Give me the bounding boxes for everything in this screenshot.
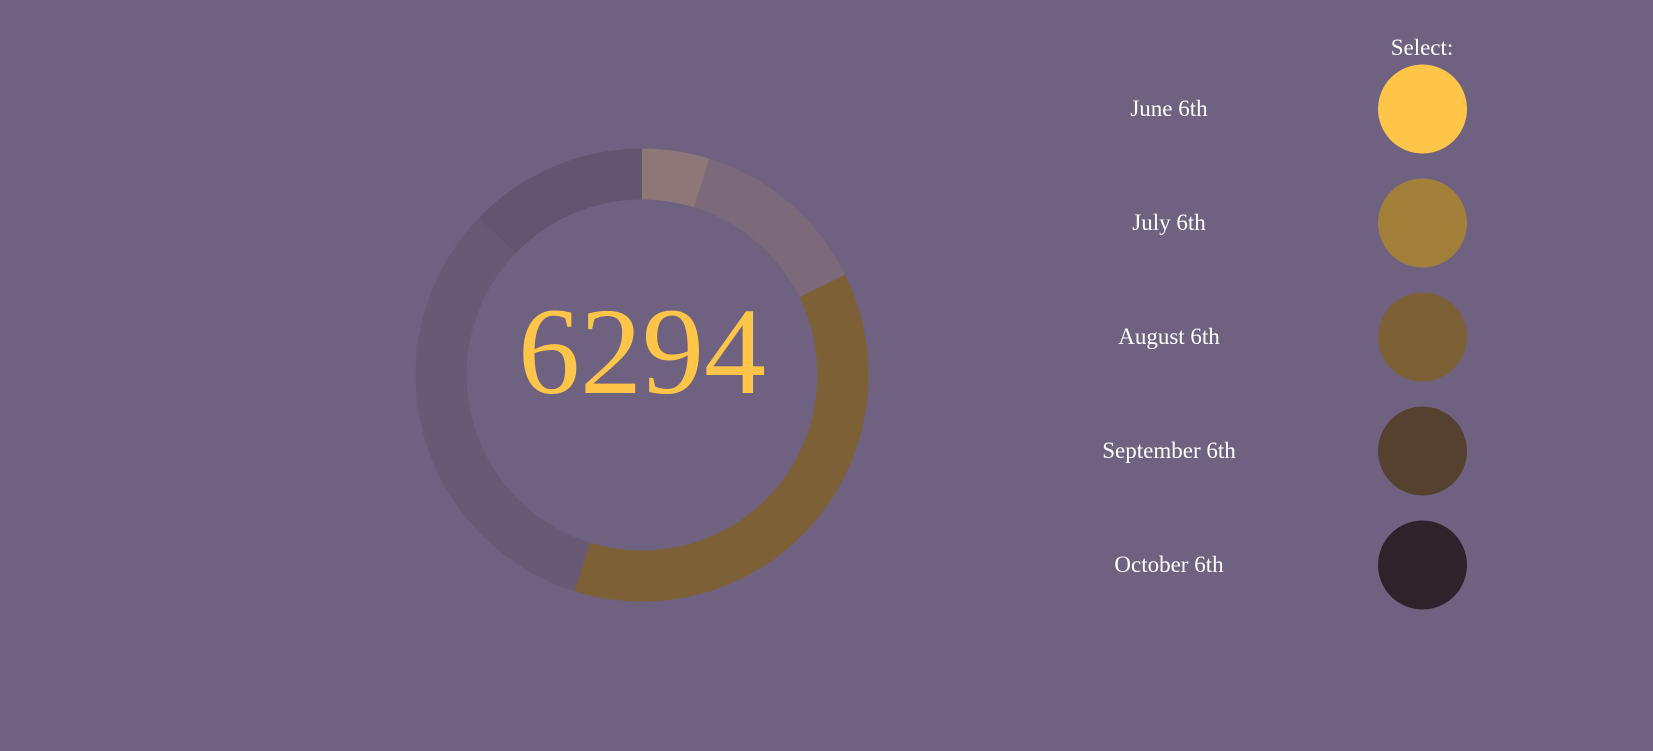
month-swatch-september[interactable] (1378, 406, 1467, 496)
month-swatch-october[interactable] (1378, 520, 1467, 610)
month-label-july: July 6th (1132, 210, 1206, 235)
ring-segment-1 (641, 148, 710, 208)
ring-segment-3 (574, 274, 869, 602)
center-value: 6294 (518, 283, 766, 420)
month-label-october: October 6th (1114, 552, 1224, 577)
ring-segment-4 (415, 217, 591, 592)
month-label-june: June 6th (1130, 96, 1208, 121)
ring-segment-2 (693, 158, 846, 298)
month-label-september: September 6th (1102, 438, 1236, 463)
month-label-august: August 6th (1118, 324, 1220, 349)
month-swatch-june[interactable] (1378, 64, 1467, 154)
month-swatch-august[interactable] (1378, 292, 1467, 382)
ring-segment-5 (478, 148, 643, 254)
month-swatch-july[interactable] (1378, 178, 1467, 268)
select-heading: Select: (1390, 35, 1454, 60)
